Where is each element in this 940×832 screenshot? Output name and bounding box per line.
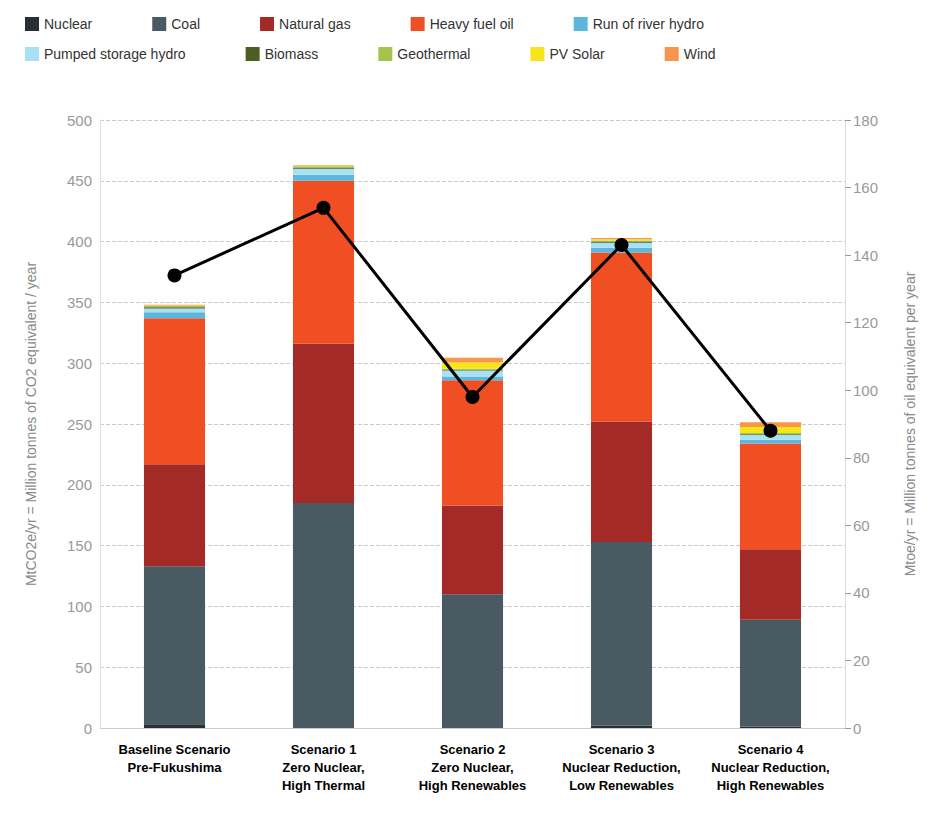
svg-text:400: 400 <box>67 233 92 250</box>
svg-text:Zero Nuclear,: Zero Nuclear, <box>282 760 364 775</box>
svg-text:150: 150 <box>67 537 92 554</box>
svg-text:120: 120 <box>853 314 878 331</box>
svg-text:Nuclear Reduction,: Nuclear Reduction, <box>711 760 829 775</box>
svg-text:Scenario 2: Scenario 2 <box>440 742 506 757</box>
svg-text:160: 160 <box>853 179 878 196</box>
svg-text:0: 0 <box>84 720 92 737</box>
svg-text:250: 250 <box>67 416 92 433</box>
svg-text:180: 180 <box>853 112 878 129</box>
svg-text:High Thermal: High Thermal <box>282 778 365 793</box>
svg-text:Baseline Scenario: Baseline Scenario <box>119 742 231 757</box>
svg-text:Run of river hydro: Run of river hydro <box>593 16 704 32</box>
svg-text:Nuclear: Nuclear <box>44 16 93 32</box>
svg-text:Natural gas: Natural gas <box>279 16 351 32</box>
svg-text:Coal: Coal <box>171 16 200 32</box>
svg-text:Low Renewables: Low Renewables <box>569 778 674 793</box>
svg-text:350: 350 <box>67 294 92 311</box>
svg-text:0: 0 <box>853 720 861 737</box>
svg-text:Heavy fuel oil: Heavy fuel oil <box>430 16 514 32</box>
svg-text:Nuclear Reduction,: Nuclear Reduction, <box>562 760 680 775</box>
svg-text:High Renewables: High Renewables <box>717 778 825 793</box>
svg-text:Scenario 1: Scenario 1 <box>291 742 357 757</box>
svg-text:40: 40 <box>853 584 870 601</box>
svg-text:140: 140 <box>853 247 878 264</box>
svg-text:80: 80 <box>853 449 870 466</box>
svg-text:Wind: Wind <box>684 46 716 62</box>
svg-text:300: 300 <box>67 355 92 372</box>
svg-text:100: 100 <box>853 382 878 399</box>
svg-text:Scenario 3: Scenario 3 <box>589 742 655 757</box>
svg-text:High Renewables: High Renewables <box>419 778 527 793</box>
svg-text:60: 60 <box>853 517 870 534</box>
svg-text:50: 50 <box>75 659 92 676</box>
svg-text:Geothermal: Geothermal <box>397 46 470 62</box>
svg-text:Scenario 4: Scenario 4 <box>738 742 805 757</box>
svg-text:Mtoe/yr = Million tonnes of oi: Mtoe/yr = Million tonnes of oil equivale… <box>902 271 918 576</box>
svg-text:20: 20 <box>853 652 870 669</box>
svg-text:Pre-Fukushima: Pre-Fukushima <box>128 760 223 775</box>
svg-text:Biomass: Biomass <box>265 46 319 62</box>
svg-text:PV Solar: PV Solar <box>549 46 605 62</box>
svg-text:100: 100 <box>67 598 92 615</box>
svg-text:Pumped storage hydro: Pumped storage hydro <box>44 46 186 62</box>
svg-text:500: 500 <box>67 112 92 129</box>
svg-text:450: 450 <box>67 172 92 189</box>
svg-text:MtCO2e/yr = Million tonnes of: MtCO2e/yr = Million tonnes of CO2 equiva… <box>23 262 39 586</box>
svg-text:200: 200 <box>67 476 92 493</box>
svg-text:Zero Nuclear,: Zero Nuclear, <box>431 760 513 775</box>
